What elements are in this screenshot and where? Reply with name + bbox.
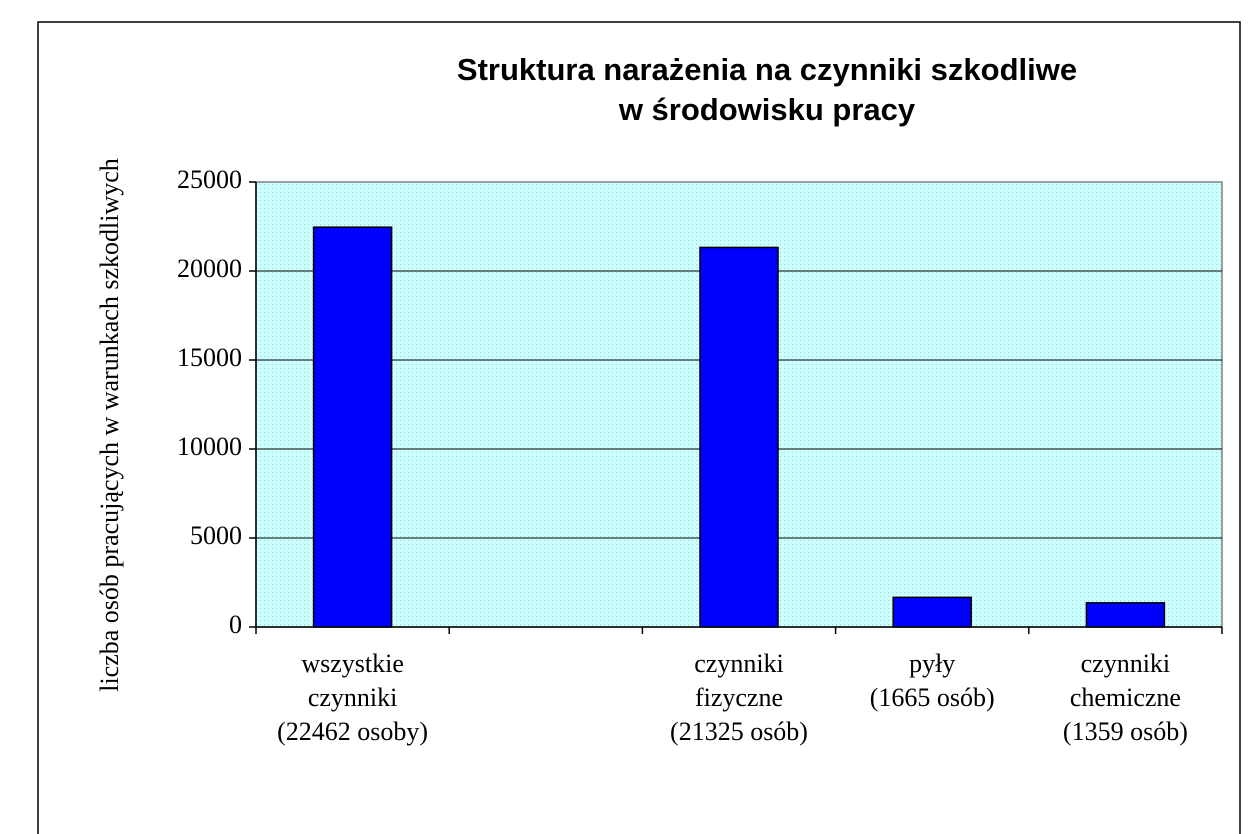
x-tick-label: wszystkie	[301, 649, 404, 678]
chart-title: Struktura narażenia na czynniki szkodliw…	[457, 52, 1077, 87]
x-tick-label: chemiczne	[1070, 683, 1181, 712]
y-tick-label: 5000	[190, 521, 242, 550]
chart-title: w środowisku pracy	[618, 92, 916, 127]
bar	[699, 246, 779, 628]
bar	[892, 596, 972, 628]
bar	[312, 226, 393, 628]
y-axis-label: liczba osób pracujących w warunkach szko…	[95, 158, 124, 692]
x-tick-label: (21325 osób)	[670, 717, 808, 746]
x-tick-label: pyły	[909, 649, 955, 678]
x-tick-label: czynniki	[308, 683, 398, 712]
x-tick-label: (22462 osoby)	[277, 717, 428, 746]
x-tick-label: (1359 osób)	[1063, 717, 1188, 746]
y-tick-label: 0	[229, 610, 242, 639]
x-tick-label: czynniki	[1081, 649, 1171, 678]
y-tick-label: 15000	[177, 343, 242, 372]
bar	[1085, 602, 1166, 628]
y-tick-label: 20000	[177, 254, 242, 283]
y-tick-label: 25000	[177, 165, 242, 194]
x-tick-label: (1665 osób)	[870, 683, 995, 712]
x-tick-label: czynniki	[694, 649, 784, 678]
y-tick-label: 10000	[177, 432, 242, 461]
x-tick-label: fizyczne	[695, 683, 783, 712]
